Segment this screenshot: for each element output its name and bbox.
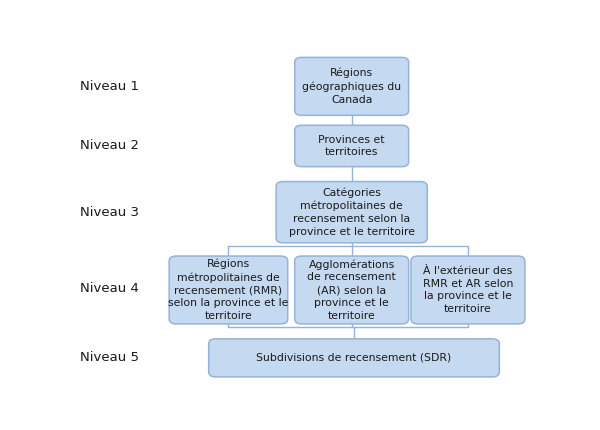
Text: Provinces et
territoires: Provinces et territoires: [319, 135, 385, 157]
Text: Niveau 2: Niveau 2: [80, 139, 139, 153]
Text: Subdivisions de recensement (SDR): Subdivisions de recensement (SDR): [256, 353, 452, 363]
Text: Agglomérations
de recensement
(AR) selon la
province et le
territoire: Agglomérations de recensement (AR) selon…: [307, 259, 396, 321]
FancyBboxPatch shape: [295, 57, 409, 115]
FancyBboxPatch shape: [276, 181, 427, 243]
Text: À l'extérieur des
RMR et AR selon
la province et le
territoire: À l'extérieur des RMR et AR selon la pro…: [423, 266, 513, 314]
Text: Niveau 1: Niveau 1: [80, 80, 139, 93]
FancyBboxPatch shape: [295, 125, 409, 167]
FancyBboxPatch shape: [411, 256, 525, 324]
FancyBboxPatch shape: [169, 256, 288, 324]
Text: Régions
géographiques du
Canada: Régions géographiques du Canada: [302, 68, 401, 105]
Text: Catégories
métropolitaines de
recensement selon la
province et le territoire: Catégories métropolitaines de recensemen…: [289, 187, 415, 237]
Text: Niveau 5: Niveau 5: [80, 351, 139, 364]
FancyBboxPatch shape: [209, 339, 499, 377]
Text: Régions
métropolitaines de
recensement (RMR)
selon la province et le
territoire: Régions métropolitaines de recensement (…: [168, 259, 289, 321]
Text: Niveau 3: Niveau 3: [80, 206, 139, 219]
FancyBboxPatch shape: [295, 256, 409, 324]
Text: Niveau 4: Niveau 4: [80, 282, 139, 295]
